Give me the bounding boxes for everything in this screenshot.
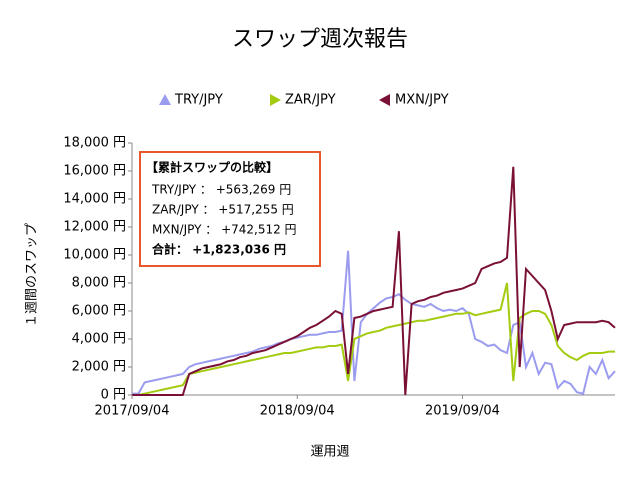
y-tick-label: 12,000 円 <box>63 220 126 235</box>
annotation-text: ZAR/JPY ： +517,255 円 <box>152 203 294 217</box>
x-tick-label: 2018/09/04 <box>260 404 335 419</box>
legend-marker <box>270 94 281 106</box>
x-tick-label: 2019/09/04 <box>425 404 500 419</box>
legend-label: TRY/JPY <box>174 93 223 108</box>
annotation-box <box>139 151 321 267</box>
series-line <box>132 282 615 396</box>
annotation-text: 【累計スワップの比較】 <box>146 160 278 175</box>
y-tick-label: 0 円 <box>101 388 126 403</box>
y-tick-label: 2,000 円 <box>72 360 126 375</box>
y-tick-label: 8,000 円 <box>72 276 126 291</box>
series-line <box>132 250 616 395</box>
y-tick-label: 4,000 円 <box>72 332 126 347</box>
y-tick-label: 10,000 円 <box>63 248 126 263</box>
x-tick-label: 2017/09/04 <box>95 404 170 419</box>
annotation-text: TRY/JPY ： +563,269 円 <box>151 183 291 197</box>
chart-title: スワップ週次報告 <box>232 27 408 52</box>
legend-label: ZAR/JPY <box>285 93 336 108</box>
legend-marker <box>379 94 390 106</box>
y-tick-label: 14,000 円 <box>63 192 126 207</box>
x-axis-label: 運用週 <box>310 445 349 460</box>
series-line <box>132 166 616 396</box>
annotation-text: 合計： +1,823,036 円 <box>152 242 286 257</box>
y-tick-label: 6,000 円 <box>72 304 126 319</box>
y-tick-label: 16,000 円 <box>63 164 126 179</box>
annotation-text: MXN/JPY ： +742,512 円 <box>152 223 297 237</box>
legend-label: MXN/JPY <box>395 93 449 108</box>
legend-marker <box>159 94 171 105</box>
y-tick-label: 18,000 円 <box>63 136 126 151</box>
y-axis-label: １週間のスワップ <box>25 223 40 327</box>
